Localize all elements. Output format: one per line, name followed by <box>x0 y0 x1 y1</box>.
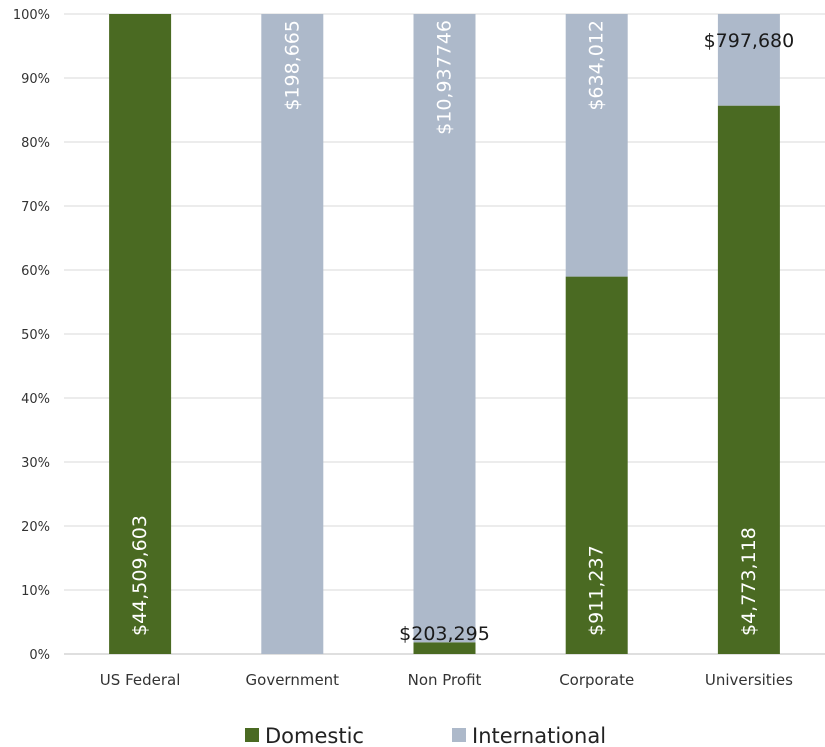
x-tick-label: Universities <box>705 671 793 689</box>
data-label: $198,665 <box>281 20 303 111</box>
bar-domestic-us-federal <box>109 14 172 654</box>
y-tick-label: 10% <box>21 584 50 599</box>
bar-domestic-corporate <box>565 276 628 654</box>
x-tick-label: Non Profit <box>408 671 482 689</box>
y-tick-label: 90% <box>21 72 50 87</box>
bar-domestic-non-profit <box>413 642 476 654</box>
bar-international-corporate <box>565 14 628 277</box>
bar-international-government <box>261 14 324 654</box>
bars <box>109 14 780 655</box>
legend-swatch-international <box>452 728 466 742</box>
data-label: $44,509,603 <box>129 515 151 636</box>
x-tick-label: Government <box>246 671 340 689</box>
y-axis: 0% 10% 20% 30% 40% 50% 60% 70% 80% 90% 100% <box>13 8 50 663</box>
x-axis: US Federal Government Non Profit Corporate U… <box>100 671 793 689</box>
y-tick-label: 30% <box>21 456 50 471</box>
legend: Domestic International <box>245 724 606 747</box>
bar-international-non-profit <box>413 14 476 643</box>
y-tick-label: 50% <box>21 328 50 343</box>
data-label: $797,680 <box>704 30 795 52</box>
data-label: $911,237 <box>586 545 608 636</box>
y-tick-label: 100% <box>13 8 50 23</box>
bar-domestic-universities <box>717 105 780 655</box>
data-label: $634,012 <box>586 20 608 111</box>
y-tick-label: 60% <box>21 264 50 279</box>
data-label: $203,295 <box>399 623 490 645</box>
legend-label-international: International <box>472 724 606 747</box>
x-tick-label: US Federal <box>100 671 181 689</box>
bar-international-universities <box>717 14 780 106</box>
y-tick-label: 0% <box>29 648 50 663</box>
y-tick-label: 20% <box>21 520 50 535</box>
x-tick-label: Corporate <box>559 671 634 689</box>
y-tick-label: 70% <box>21 200 50 215</box>
legend-label-domestic: Domestic <box>265 724 364 747</box>
y-tick-label: 40% <box>21 392 50 407</box>
data-label: $4,773,118 <box>738 527 760 636</box>
legend-swatch-domestic <box>245 728 259 742</box>
y-tick-label: 80% <box>21 136 50 151</box>
data-labels: $44,509,603 $198,665 $203,295 $10,937746 $91… <box>129 20 794 645</box>
data-label: $10,937746 <box>434 20 456 135</box>
